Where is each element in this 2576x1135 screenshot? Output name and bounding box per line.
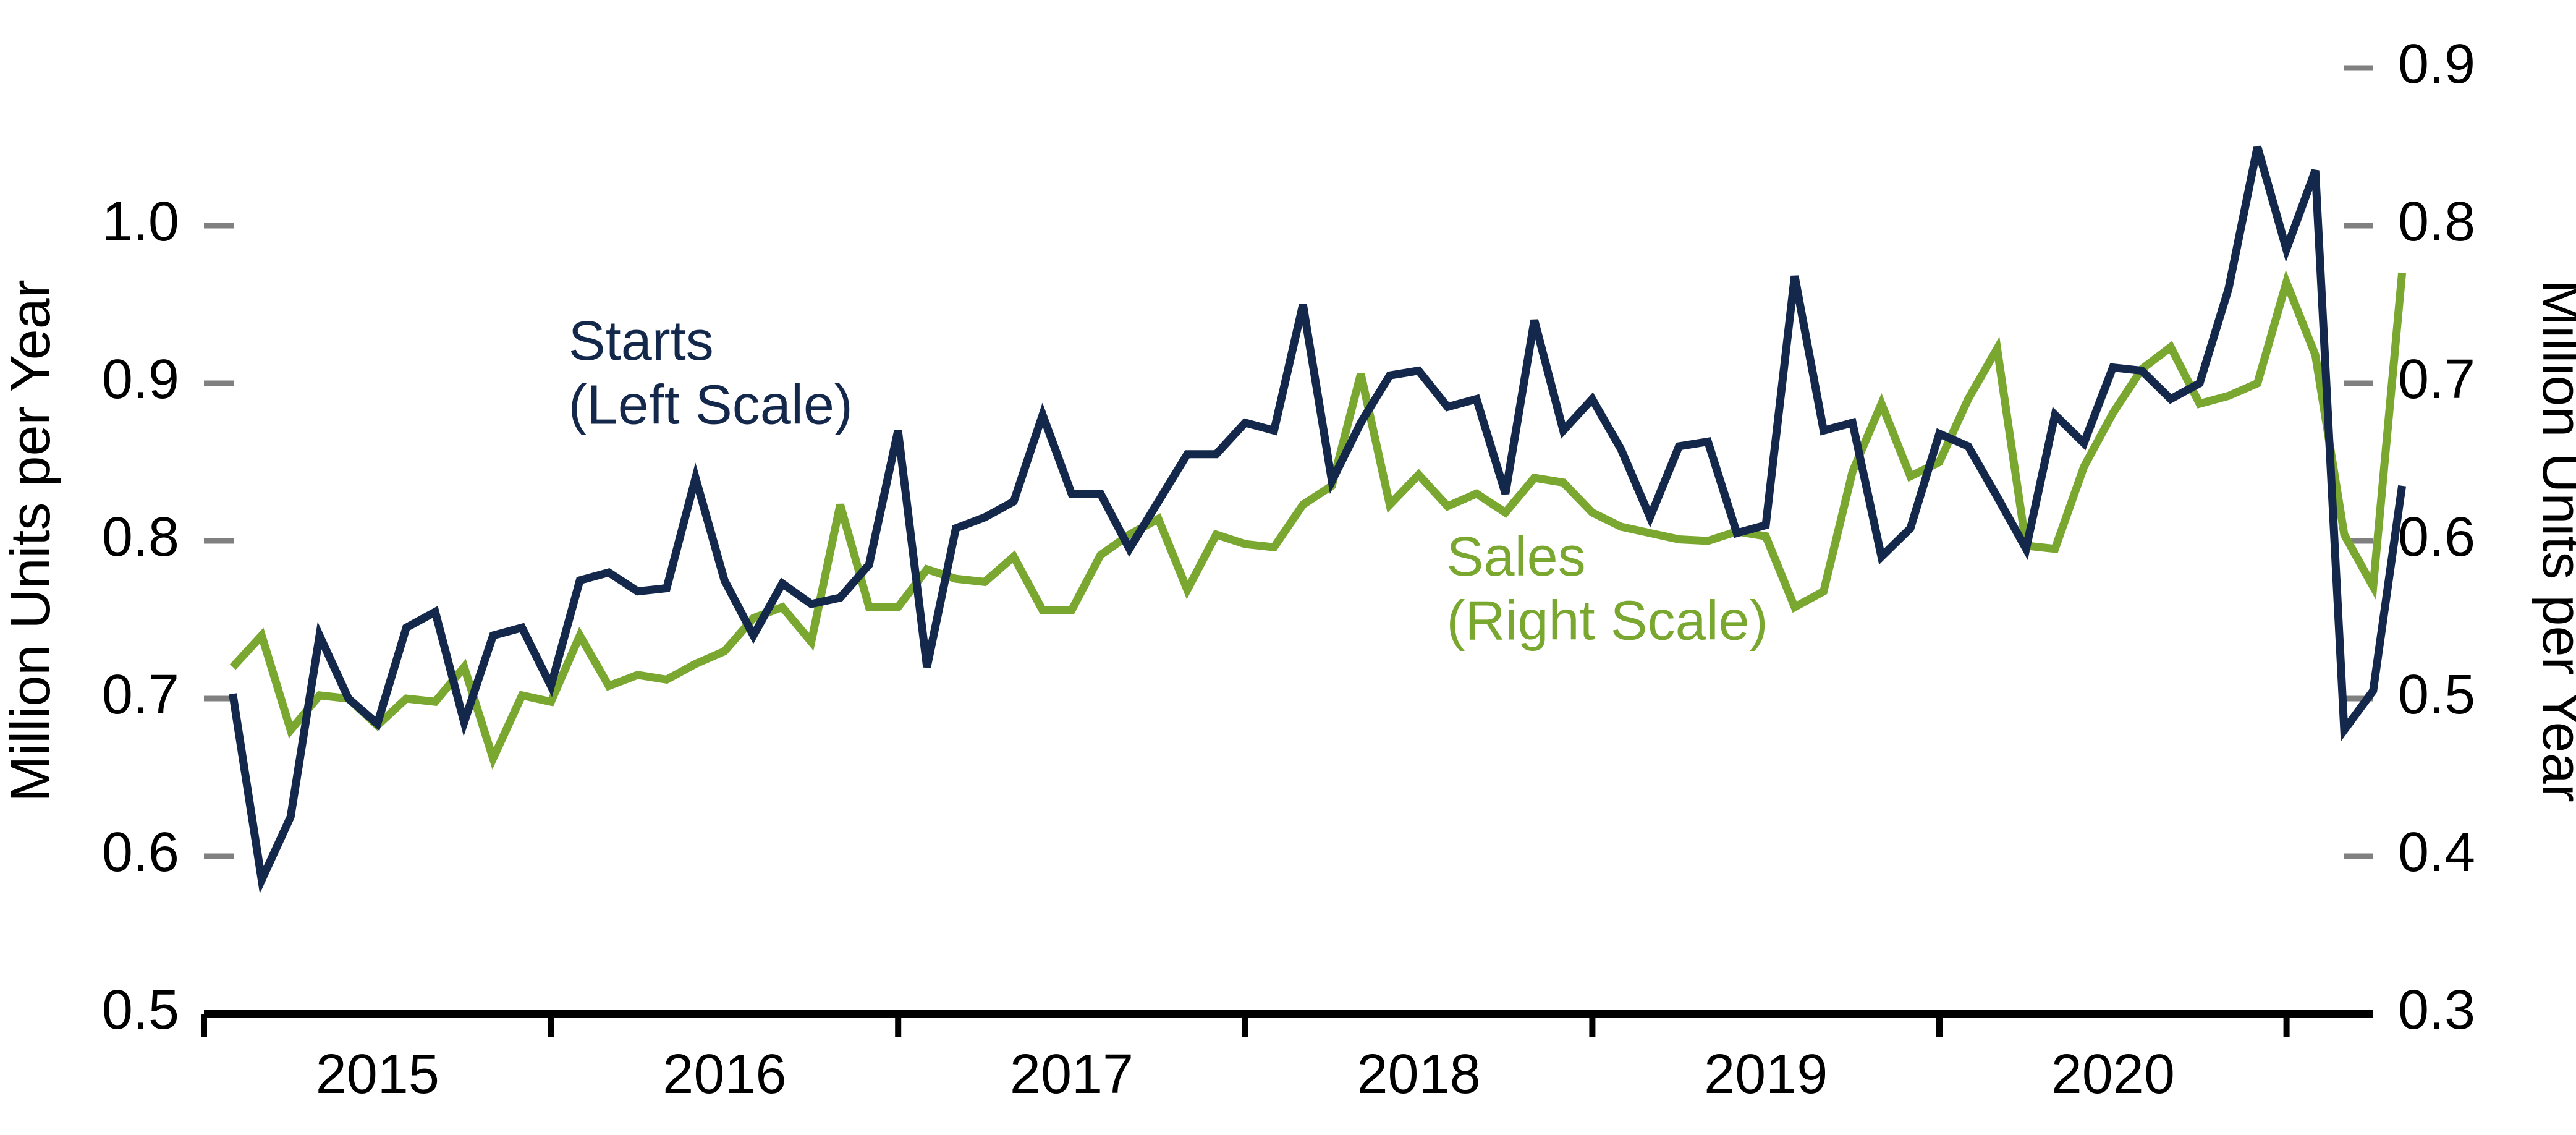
x-tick-label: 2018	[1357, 1044, 1480, 1105]
x-tick-label: 2020	[2051, 1044, 2175, 1105]
y-right-tick-label: 0.5	[2398, 664, 2475, 726]
x-tick-label: 2015	[316, 1044, 439, 1105]
housing-starts-sales-chart: 0.50.60.70.80.91.00.30.40.50.60.70.80.9S…	[0, 0, 2576, 1135]
y-left-axis-title: Million Units per Year	[0, 279, 62, 802]
y-left-tick-label: 0.6	[102, 822, 179, 883]
y-right-axis-title: Million Units per Year	[2531, 279, 2576, 802]
y-left-tick-label: 0.8	[102, 506, 179, 568]
y-right-tick-label: 0.3	[2398, 979, 2475, 1041]
y-right-tick-label: 0.4	[2398, 822, 2475, 883]
y-right-tick-label: 0.6	[2398, 506, 2475, 568]
y-left-tick-label: 1.0	[102, 191, 179, 253]
x-tick-label: 2019	[1704, 1044, 1828, 1105]
x-tick-label: 2017	[1010, 1044, 1133, 1105]
x-tick-label: 2016	[663, 1044, 786, 1105]
y-left-tick-label: 0.7	[102, 664, 179, 726]
y-right-tick-label: 0.7	[2398, 349, 2475, 410]
y-left-tick-label: 0.5	[102, 979, 179, 1041]
y-right-tick-label: 0.8	[2398, 191, 2475, 253]
y-left-tick-label: 0.9	[102, 349, 179, 410]
chart-svg: 0.50.60.70.80.91.00.30.40.50.60.70.80.9S…	[0, 0, 2576, 1135]
y-right-tick-label: 0.9	[2398, 33, 2475, 95]
